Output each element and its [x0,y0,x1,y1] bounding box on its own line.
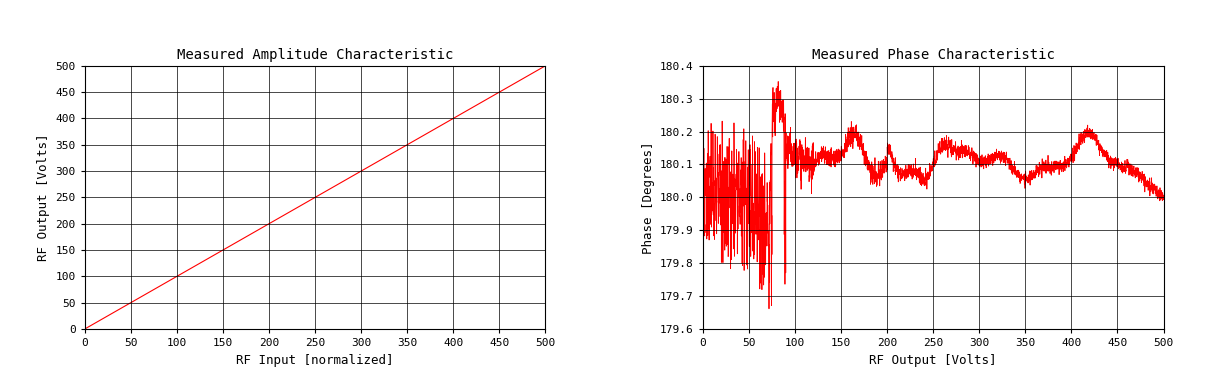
Y-axis label: Phase [Degrees]: Phase [Degrees] [641,141,654,253]
X-axis label: RF Output [Volts]: RF Output [Volts] [869,354,997,366]
Y-axis label: RF Output [Volts]: RF Output [Volts] [38,134,50,261]
X-axis label: RF Input [normalized]: RF Input [normalized] [236,354,394,366]
Title: Measured Phase Characteristic: Measured Phase Characteristic [812,48,1054,62]
Title: Measured Amplitude Characteristic: Measured Amplitude Characteristic [177,48,453,62]
